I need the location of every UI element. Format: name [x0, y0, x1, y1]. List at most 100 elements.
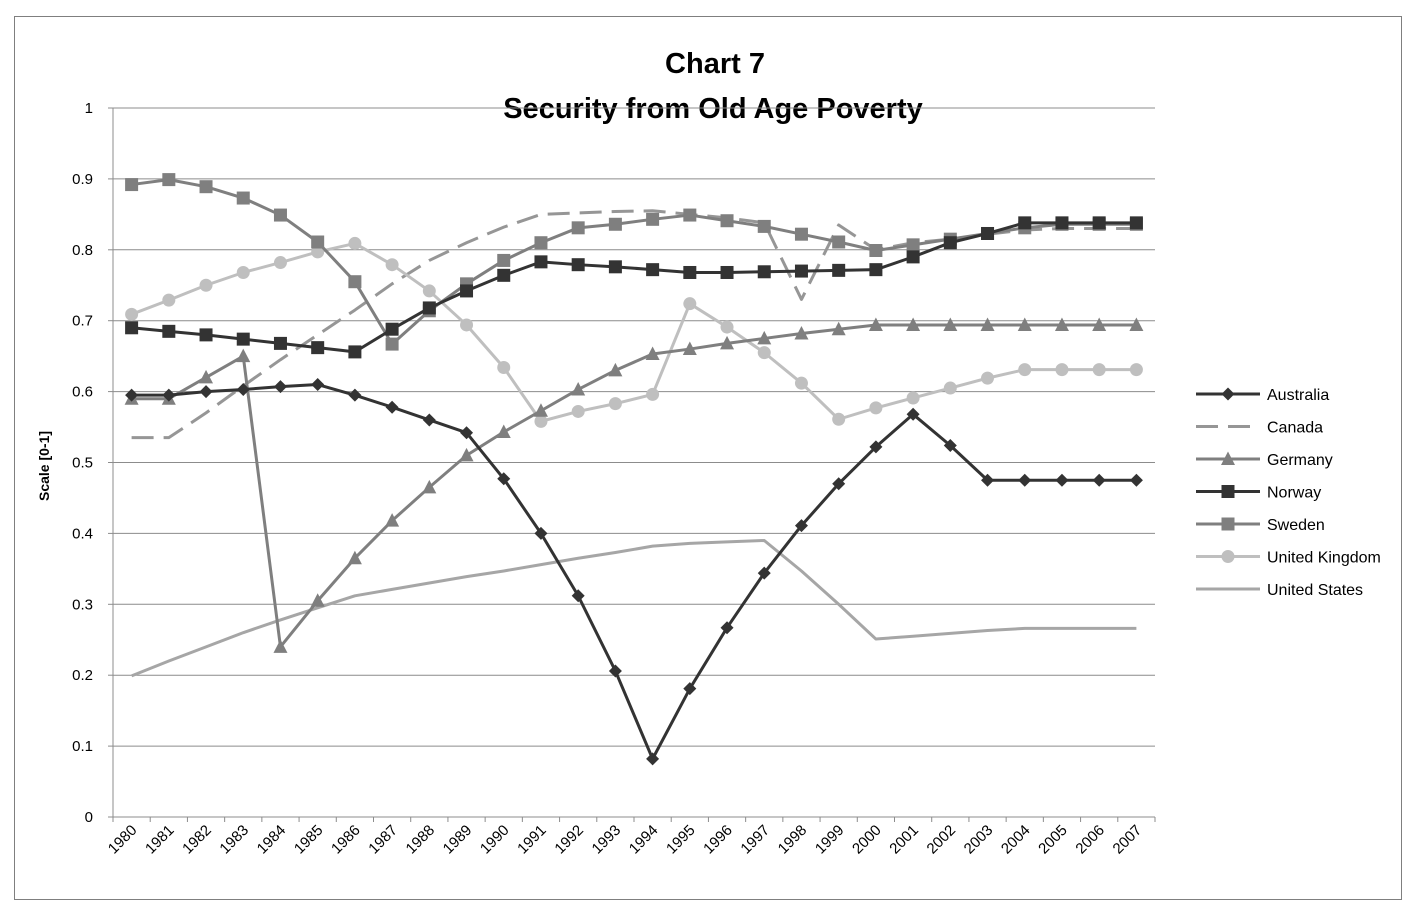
data-point-united-kingdom	[162, 293, 176, 307]
series-group	[124, 173, 1144, 766]
data-point-australia	[608, 664, 622, 678]
data-point-norway	[646, 263, 660, 277]
x-tick-label: 1986	[328, 822, 364, 858]
y-axis-ticks: 0 0.1 0.2 0.3 0.4 0.5 0.6 0.7 0.8 0.9 1	[72, 100, 93, 826]
data-point-germany	[757, 330, 772, 345]
chart-frame: Chart 7 Security from Old Age Poverty Sc…	[14, 16, 1402, 900]
y-tick-label: 0.2	[72, 667, 93, 684]
gridlines	[108, 107, 1156, 822]
x-tick-label: 2004	[998, 822, 1034, 858]
data-point-norway	[1129, 216, 1143, 230]
data-point-sweden	[534, 236, 548, 250]
data-point-united-kingdom	[497, 360, 511, 374]
data-point-australia	[906, 407, 920, 421]
series-line-united-states	[131, 538, 1137, 678]
data-point-germany	[533, 403, 548, 417]
data-point-sweden	[646, 212, 660, 226]
x-tick-label: 1988	[403, 822, 439, 858]
x-tick-label: 2007	[1110, 822, 1146, 858]
data-point-united-kingdom	[1055, 363, 1069, 377]
data-point-norway	[534, 255, 548, 269]
y-tick-label: 0.7	[72, 313, 93, 330]
data-point-australia	[1129, 473, 1143, 487]
x-tick-label: 1980	[105, 822, 141, 858]
data-point-united-kingdom	[311, 245, 325, 259]
data-point-germany	[571, 381, 586, 396]
x-tick-label: 1999	[812, 822, 848, 858]
data-point-australia	[943, 438, 957, 452]
series-germany	[124, 317, 1144, 653]
data-point-norway	[794, 264, 808, 278]
x-tick-label: 1996	[700, 822, 736, 858]
data-point-germany	[310, 593, 325, 607]
x-tick-label: 1989	[440, 822, 476, 858]
data-point-norway	[943, 236, 957, 250]
data-point-australia	[869, 440, 883, 454]
data-point-australia	[497, 472, 511, 486]
data-point-united-kingdom	[608, 397, 622, 411]
data-point-germany	[422, 479, 437, 494]
data-point-germany	[1054, 317, 1069, 331]
legend-item-germany: Germany	[1196, 451, 1333, 469]
x-tick-label: 1982	[179, 822, 215, 858]
data-point-norway	[236, 332, 250, 346]
data-point-australia	[1092, 473, 1106, 487]
series-norway	[125, 216, 1143, 359]
data-point-sweden	[199, 180, 213, 194]
data-point-sweden	[683, 208, 697, 222]
series-line-germany	[131, 323, 1137, 649]
data-point-germany	[385, 513, 400, 527]
x-tick-label: 2002	[924, 822, 960, 858]
legend-marker	[1221, 517, 1235, 531]
y-tick-label: 0	[85, 809, 93, 826]
data-point-germany	[682, 341, 697, 356]
y-tick-label: 0.6	[72, 384, 93, 401]
data-point-norway	[1018, 216, 1032, 230]
data-point-sweden	[162, 173, 176, 187]
data-point-germany	[1017, 317, 1032, 331]
data-point-australia	[981, 473, 995, 487]
data-point-united-kingdom	[646, 387, 660, 401]
data-point-norway	[125, 321, 139, 335]
data-point-norway	[1092, 216, 1106, 230]
data-point-sweden	[832, 235, 846, 249]
legend-label: Norway	[1267, 485, 1321, 502]
data-point-australia	[311, 378, 325, 392]
series-line-australia	[131, 383, 1137, 761]
data-point-sweden	[869, 244, 883, 258]
data-point-norway	[981, 226, 995, 240]
y-tick-label: 0.5	[72, 455, 93, 472]
data-point-united-kingdom	[683, 297, 697, 311]
data-point-united-kingdom	[943, 381, 957, 395]
data-point-united-kingdom	[534, 414, 548, 428]
legend-label: Australia	[1267, 387, 1329, 404]
data-point-united-kingdom	[125, 307, 139, 321]
data-point-germany	[236, 348, 251, 363]
data-point-norway	[832, 263, 846, 277]
x-tick-label: 2005	[1035, 822, 1071, 858]
data-point-norway	[199, 328, 213, 342]
data-point-united-kingdom	[757, 346, 771, 360]
legend-item-norway: Norway	[1196, 485, 1321, 502]
data-point-australia	[757, 566, 771, 580]
x-tick-label: 2000	[849, 822, 885, 858]
data-point-germany	[720, 335, 735, 350]
data-point-norway	[757, 265, 771, 279]
x-tick-label: 1993	[589, 822, 625, 858]
data-point-norway	[422, 301, 436, 315]
legend-label: Germany	[1267, 452, 1333, 469]
data-point-sweden	[273, 208, 287, 222]
x-tick-label: 1991	[514, 822, 550, 858]
data-point-norway	[720, 265, 734, 279]
legend-marker	[1221, 485, 1235, 498]
data-point-australia	[571, 589, 585, 603]
legend-item-canada: Canada	[1196, 420, 1323, 437]
data-point-australia	[720, 621, 734, 635]
line-chart: Chart 7 Security from Old Age Poverty Sc…	[36, 48, 1381, 858]
data-point-norway	[571, 258, 585, 272]
x-tick-label: 1998	[775, 822, 811, 858]
data-point-norway	[348, 345, 362, 359]
y-tick-label: 0.9	[72, 171, 93, 188]
data-point-australia	[794, 519, 808, 533]
series-united-kingdom	[125, 236, 1143, 428]
